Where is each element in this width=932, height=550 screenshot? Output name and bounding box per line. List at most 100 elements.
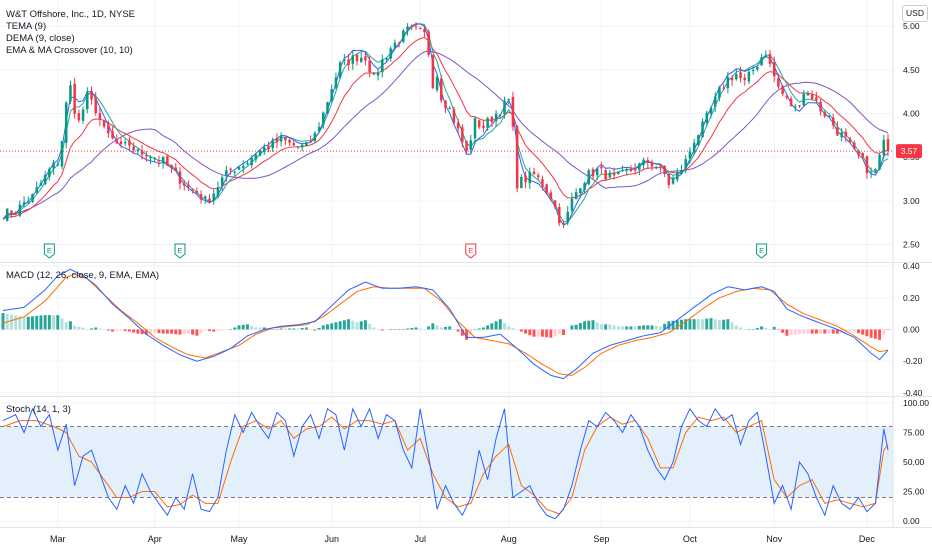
candle[interactable] [553, 200, 557, 210]
candle[interactable] [861, 152, 864, 160]
tema-legend[interactable]: TEMA (9) [6, 21, 47, 32]
candle[interactable] [798, 104, 801, 109]
candle[interactable] [14, 211, 17, 216]
candle[interactable] [878, 153, 881, 171]
candle[interactable] [646, 157, 650, 169]
candle[interactable] [56, 161, 60, 167]
symbol-title[interactable]: W&T Offshore, Inc., 1D, NYSE [6, 9, 135, 20]
earnings-event-marker[interactable]: E [43, 243, 55, 259]
candle[interactable] [292, 140, 296, 146]
candle[interactable] [157, 155, 161, 168]
candle[interactable] [600, 161, 603, 175]
candle[interactable] [166, 155, 169, 167]
candle[interactable] [507, 98, 510, 104]
candle[interactable] [389, 46, 392, 62]
stoch-title[interactable]: Stoch (14, 1, 3) [6, 404, 71, 415]
candle[interactable] [435, 73, 439, 93]
candle[interactable] [857, 149, 860, 159]
candle[interactable] [406, 23, 409, 36]
candle[interactable] [212, 189, 215, 205]
candle[interactable] [827, 115, 831, 118]
earnings-event-marker[interactable]: E [465, 243, 477, 259]
candle[interactable] [528, 167, 532, 189]
candle[interactable] [886, 134, 890, 157]
candle[interactable] [81, 106, 85, 124]
pane-separators[interactable] [0, 0, 932, 528]
candlesticks[interactable] [5, 22, 890, 229]
candle[interactable] [48, 167, 51, 181]
candle[interactable] [330, 84, 333, 103]
candle[interactable] [225, 165, 228, 182]
candle[interactable] [111, 126, 114, 140]
candle[interactable] [874, 168, 877, 174]
candle[interactable] [86, 87, 89, 114]
candle[interactable] [296, 146, 300, 150]
candle[interactable] [322, 111, 325, 129]
candle[interactable] [326, 101, 329, 114]
candle[interactable] [5, 208, 9, 222]
candle[interactable] [284, 136, 287, 145]
candle[interactable] [393, 39, 397, 50]
candle[interactable] [823, 109, 827, 119]
candle[interactable] [490, 115, 494, 127]
candle[interactable] [149, 155, 152, 164]
candle[interactable] [541, 175, 544, 191]
candle[interactable] [638, 162, 641, 176]
candle[interactable] [132, 142, 135, 153]
candle[interactable] [583, 181, 586, 195]
candle[interactable] [747, 68, 751, 85]
candle[interactable] [77, 109, 81, 123]
candle[interactable] [667, 173, 671, 189]
candle[interactable] [98, 107, 102, 126]
candle[interactable] [772, 56, 776, 82]
candle[interactable] [840, 128, 843, 142]
candle[interactable] [456, 118, 460, 134]
candle[interactable] [815, 91, 818, 104]
candle[interactable] [604, 169, 607, 180]
candle[interactable] [515, 124, 519, 193]
candle[interactable] [94, 91, 97, 116]
candle[interactable] [397, 41, 401, 48]
candle[interactable] [351, 50, 355, 70]
candle[interactable] [642, 157, 645, 170]
candle[interactable] [275, 133, 279, 149]
candle[interactable] [418, 26, 422, 30]
candle[interactable] [612, 167, 616, 180]
candle[interactable] [848, 136, 852, 143]
candle[interactable] [844, 128, 848, 143]
candle[interactable] [785, 93, 789, 100]
candle[interactable] [692, 138, 696, 156]
candle[interactable] [31, 193, 34, 204]
candle[interactable] [427, 29, 430, 57]
candle[interactable] [73, 77, 76, 119]
candle[interactable] [136, 148, 140, 155]
candle[interactable] [499, 114, 502, 119]
candle[interactable] [697, 134, 700, 146]
candle[interactable] [486, 116, 489, 132]
candle[interactable] [153, 157, 156, 162]
candle[interactable] [558, 203, 561, 227]
candle[interactable] [64, 101, 68, 149]
candle[interactable] [10, 210, 13, 219]
candle[interactable] [431, 54, 435, 90]
candle[interactable] [229, 167, 232, 175]
candle[interactable] [115, 134, 119, 144]
candle[interactable] [545, 183, 548, 195]
candle[interactable] [309, 135, 312, 143]
candle[interactable] [810, 90, 814, 101]
candle[interactable] [671, 175, 675, 185]
candle[interactable] [300, 143, 304, 152]
candle[interactable] [22, 196, 26, 208]
candle[interactable] [503, 96, 506, 119]
candle[interactable] [713, 92, 717, 112]
candle[interactable] [869, 167, 873, 179]
dema-legend[interactable]: DEMA (9, close) [6, 33, 75, 44]
candle[interactable] [187, 180, 190, 191]
candle[interactable] [372, 71, 376, 76]
candle[interactable] [684, 154, 687, 174]
currency-label[interactable]: USD [902, 5, 928, 22]
candle[interactable] [444, 100, 447, 113]
candle[interactable] [781, 85, 784, 97]
candle[interactable] [18, 200, 22, 218]
candle[interactable] [334, 72, 338, 90]
